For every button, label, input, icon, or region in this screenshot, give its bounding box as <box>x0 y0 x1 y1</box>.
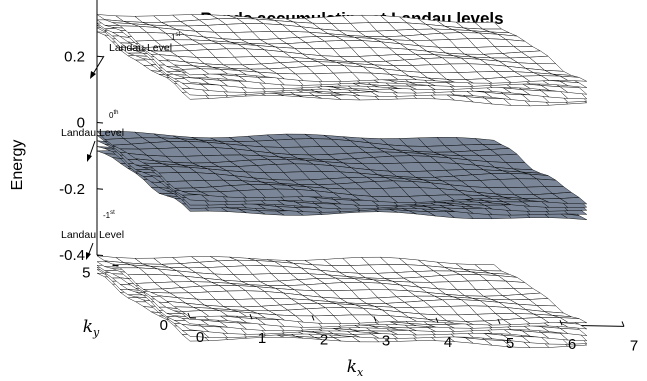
z-tick-labels: 0.40.20-0.2-0.4 <box>59 48 104 264</box>
x-tick-mark <box>187 312 191 319</box>
annotation-0th: 0th Landau Level <box>61 110 124 162</box>
x-tick-labels: 0 1 2 3 4 5 6 7 <box>187 312 638 354</box>
annotation-1st-super: 1st <box>171 32 180 42</box>
annotation-0th-arrow <box>88 140 96 159</box>
annotation-1st-arrow <box>92 55 105 75</box>
z-axis-label: Energy <box>9 140 26 191</box>
y-tick-labels: 05 <box>82 265 196 334</box>
x-tick-label: 3 <box>382 333 390 350</box>
x-tick-label: 4 <box>444 334 452 351</box>
z-tick-label: -0.2 <box>59 181 85 198</box>
annotation-0th-text: Landau Level <box>61 127 124 139</box>
annotation-1st-arrowhead <box>90 71 96 79</box>
x-tick-mark <box>311 315 315 321</box>
z-tick-mark <box>96 254 104 256</box>
surface-cell <box>559 328 588 336</box>
surface-cell <box>559 197 588 205</box>
annotation-0th-super: 0th <box>109 110 118 120</box>
annotation-0th-arrowhead <box>87 154 92 162</box>
surface-cell <box>560 322 587 330</box>
x-tick-mark <box>373 316 377 322</box>
z-tick-mark <box>96 55 104 58</box>
y-tick-label: 5 <box>82 265 90 282</box>
z-tick-label: -0.4 <box>59 247 85 264</box>
surface-stack-0 <box>96 14 588 107</box>
surface-cell <box>560 317 587 324</box>
z-tick-mark <box>96 188 104 190</box>
annotation-minus1st-text: Landau Level <box>61 229 124 241</box>
y-tick-label: 0 <box>160 317 168 334</box>
x-tick-mark <box>497 318 501 325</box>
x-tick-label: 1 <box>258 330 266 347</box>
z-tick-label: 0 <box>77 115 85 132</box>
surface-cell <box>560 81 587 88</box>
x-tick-label: 6 <box>568 336 576 353</box>
x-tick-label: 7 <box>630 337 638 354</box>
surface-stack-2 <box>96 255 588 349</box>
surface-stack-1 <box>96 130 588 220</box>
x-tick-mark <box>559 320 563 326</box>
surface-cell <box>560 213 587 220</box>
x-axis-label: kx <box>347 357 364 379</box>
x-tick-mark <box>621 321 625 327</box>
z-tick-mark <box>96 122 104 124</box>
x-tick-mark <box>249 314 253 320</box>
x-tick-label: 2 <box>320 331 328 348</box>
x-tick-mark <box>435 317 439 323</box>
x-tick-label: 0 <box>196 329 204 346</box>
y-axis-label: ky <box>83 317 100 339</box>
surface-cell <box>560 75 587 82</box>
annotation-minus1st-super: -1st <box>103 210 115 220</box>
surface-cell <box>559 86 588 95</box>
surfaces <box>96 14 588 349</box>
x-tick-label: 5 <box>506 335 514 352</box>
z-tick-label: 0.2 <box>64 48 85 65</box>
annotation-minus1st-arrowhead <box>86 252 91 260</box>
annotation-1st-text: Landau Level <box>109 42 172 54</box>
annotation-minus1st: -1st Landau Level <box>61 210 124 260</box>
annotation-1st: 1st Landau Level <box>90 32 180 79</box>
